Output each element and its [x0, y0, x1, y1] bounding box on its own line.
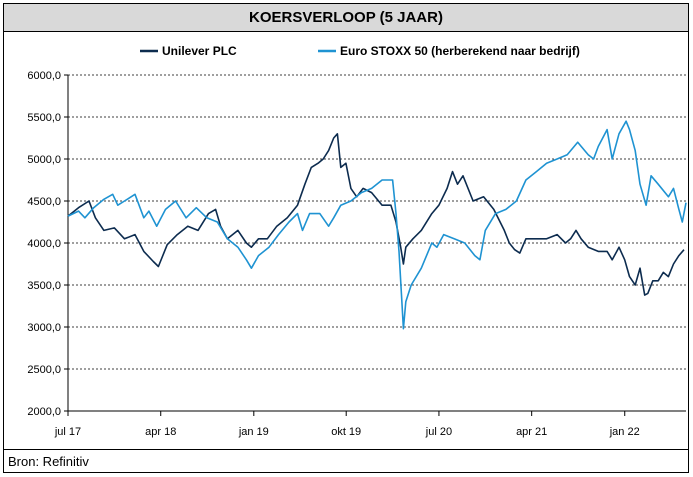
y-tick-label: 4000,0 [27, 238, 61, 250]
axes [67, 75, 686, 412]
y-tick-label: 2500,0 [27, 364, 61, 376]
x-tick-label: jul 20 [425, 426, 452, 438]
grid-lines [68, 74, 686, 370]
series-line-unilever [67, 133, 685, 296]
x-tick-label: okt 19 [331, 426, 361, 438]
source-note: Bron: Refinitiv [4, 449, 688, 472]
x-tick-label: apr 18 [145, 426, 176, 438]
y-tick-label: 5000,0 [27, 154, 61, 166]
y-tick-label: 5500,0 [27, 112, 61, 124]
y-axis-ticks: 2000,0 2500,0 3000,0 3500,0 4000,0 4500,0 5000… [27, 70, 68, 418]
series-lines [67, 120, 687, 330]
y-tick-label: 6000,0 [27, 70, 61, 82]
x-tick-label: jan 19 [238, 426, 269, 438]
chart-frame: KOERSVERLOOP (5 JAAR) Bron: Refinitiv [3, 3, 689, 473]
legend-label: Euro STOXX 50 (herberekend naar bedrijf) [340, 44, 580, 58]
y-tick-label: 4500,0 [27, 196, 61, 208]
x-axis-ticks: jul 17 apr 18 jan 19 okt 19 jul 20 apr 21 jan … [54, 411, 640, 438]
y-tick-label: 3500,0 [27, 280, 61, 292]
y-tick-label: 2000,0 [27, 406, 61, 418]
series-line-stoxx [67, 120, 687, 330]
x-tick-label: jul 17 [54, 426, 81, 438]
legend-label: Unilever PLC [162, 44, 237, 58]
x-tick-label: jan 22 [609, 426, 640, 438]
y-tick-label: 3000,0 [27, 322, 61, 334]
legend: Unilever PLC Euro STOXX 50 (herberekend n… [140, 44, 580, 58]
chart-title: KOERSVERLOOP (5 JAAR) [4, 4, 688, 32]
x-tick-label: apr 21 [516, 426, 547, 438]
